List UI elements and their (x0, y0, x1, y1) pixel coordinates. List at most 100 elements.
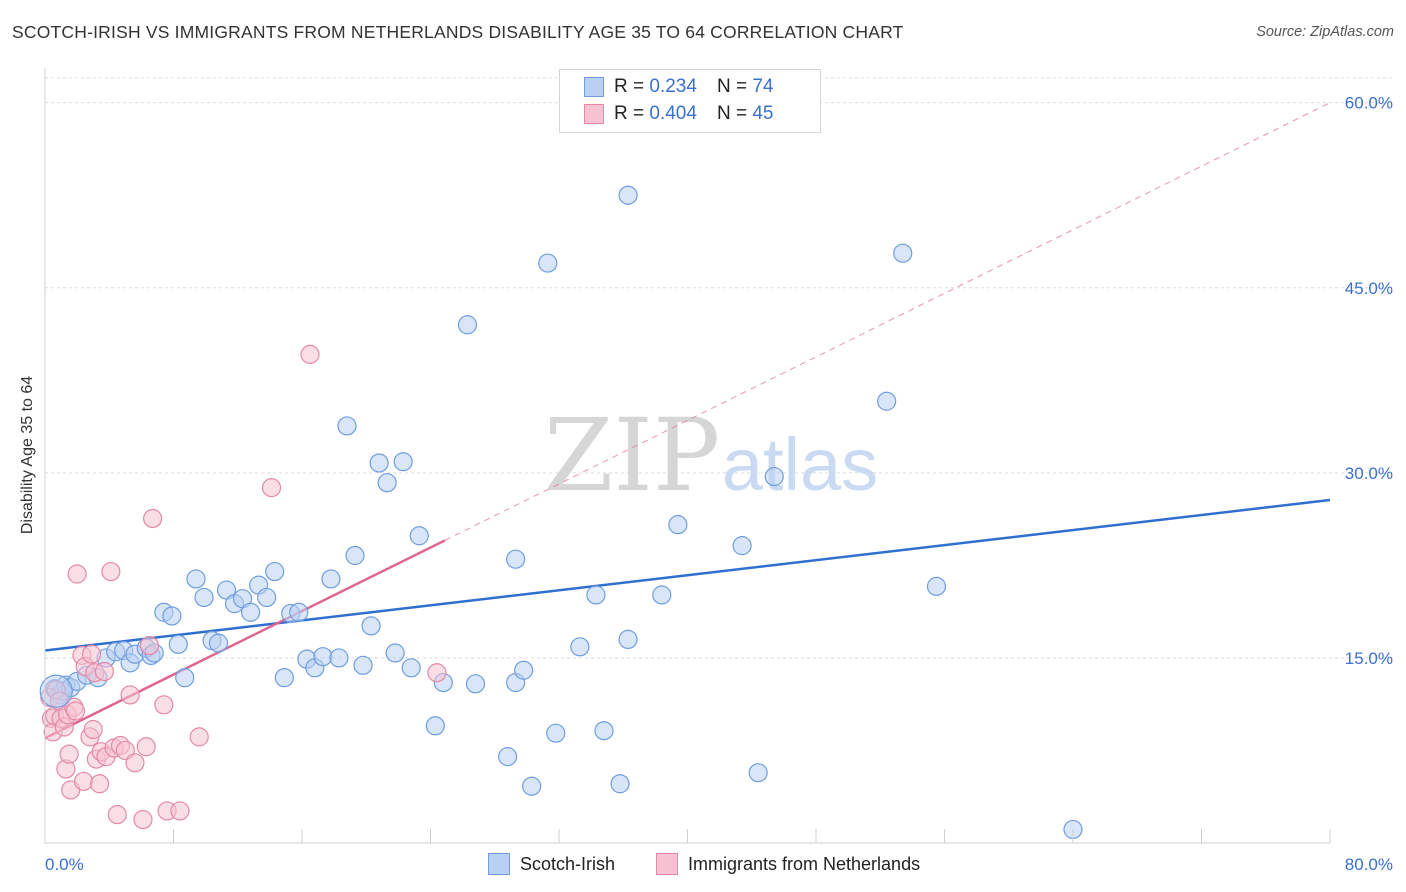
scotch-irish-point (361, 616, 381, 636)
scotch-irish-point (257, 587, 277, 608)
netherlands-point (107, 805, 127, 825)
scotch-irish-point (337, 416, 357, 436)
netherlands-point (81, 644, 102, 664)
scotch-irish-point (329, 648, 349, 668)
scotch-irish-point (289, 602, 309, 622)
scotch-irish-point (546, 723, 566, 743)
legend-swatch-blue (488, 853, 510, 875)
legend-item-netherlands: Immigrants from Netherlands (656, 853, 920, 875)
scotch-irish-point (570, 637, 590, 657)
blue-swatch (584, 77, 604, 97)
scotch-irish-point (425, 716, 445, 736)
scotch-irish-point (594, 721, 614, 741)
watermark-atlas: atlas (722, 423, 878, 506)
netherlands-point (427, 663, 447, 683)
scotch-irish-point (618, 629, 638, 650)
n-label: N = (716, 76, 748, 97)
scotch-irish-point (377, 473, 397, 493)
r-label: R = (614, 76, 645, 97)
netherlands-point (139, 635, 160, 656)
stats-row-netherlands: R = 0.404 N = 45 (584, 102, 773, 126)
netherlands-point (59, 744, 79, 764)
scotch-irish-trend-line (44, 498, 1331, 652)
scotch-irish-point (538, 253, 558, 273)
scotch-irish-point (893, 243, 913, 263)
netherlands-point (83, 719, 103, 740)
netherlands-point (67, 564, 87, 584)
legend-label: Scotch-Irish (520, 853, 616, 874)
r-label: R = (614, 103, 645, 124)
scotch-irish-point (321, 569, 341, 589)
scotch-irish-point (618, 185, 638, 205)
legend-item-scotch-irish: Scotch-Irish (488, 853, 615, 875)
scotch-irish-point (175, 668, 195, 688)
n-value: 74 (752, 76, 774, 97)
scotch-irish-point (652, 585, 672, 605)
stats-row-scotch-irish: R = 0.234 N = 74 (584, 75, 773, 99)
scotch-irish-point (345, 545, 365, 566)
scotch-irish-point (274, 668, 294, 688)
scotch-irish-point (162, 606, 182, 626)
x-tick-label: 0.0% (45, 855, 84, 874)
data-points (39, 185, 1083, 840)
scotch-irish-point (877, 391, 897, 411)
netherlands-trend-extension (444, 102, 1331, 541)
scotch-irish-point (668, 515, 688, 535)
scotch-irish-point (369, 453, 389, 473)
netherlands-point (73, 771, 94, 791)
watermark: ZIP atlas (544, 397, 878, 514)
netherlands-point (154, 695, 174, 715)
scotch-irish-point (586, 585, 606, 605)
scotch-irish-point (465, 674, 486, 694)
r-value: 0.404 (649, 103, 697, 124)
scotch-irish-point (353, 655, 373, 675)
pink-swatch (584, 104, 604, 124)
scotch-irish-cluster-point (39, 674, 73, 708)
axes: 15.0% 30.0% 45.0% 60.0% 0.0% 80.0% (44, 68, 1393, 874)
netherlands-point (136, 737, 156, 757)
scotch-irish-point (732, 536, 752, 556)
scotch-irish-point (748, 763, 768, 783)
scotch-irish-point (313, 647, 333, 667)
scotch-irish-point (514, 660, 534, 680)
trend-lines (44, 102, 1331, 740)
netherlands-point (189, 727, 209, 747)
legend-label: Immigrants from Netherlands (688, 853, 921, 874)
watermark-zip: ZIP (544, 397, 720, 514)
netherlands-point (133, 809, 153, 830)
legend-swatch-pink (656, 853, 678, 875)
y-tick-label: 15.0% (1345, 649, 1393, 668)
scotch-irish-point (764, 466, 784, 487)
scotch-irish-point (506, 549, 526, 569)
scotch-irish-point (926, 576, 947, 596)
chart-source: Source: ZipAtlas.com (1256, 24, 1394, 40)
netherlands-point (94, 661, 115, 682)
stats-box: R = 0.234 N = 74 R = 0.404 N = 45 (559, 69, 821, 133)
scotch-irish-point (168, 634, 188, 654)
scotch-irish-point (241, 602, 261, 622)
scotch-irish-point (194, 587, 214, 608)
chart-title: SCOTCH-IRISH VS IMMIGRANTS FROM NETHERLA… (12, 22, 904, 42)
scotch-irish-point (457, 315, 478, 335)
scotch-irish-point (393, 452, 413, 472)
scotch-irish-point (610, 774, 630, 794)
netherlands-point (120, 685, 140, 705)
netherlands-point (170, 801, 190, 821)
scotch-irish-point (208, 633, 229, 653)
r-value: 0.234 (649, 76, 697, 97)
scotch-irish-point (401, 658, 421, 678)
scotch-irish-point (186, 569, 206, 589)
scotch-irish-point (265, 561, 285, 582)
scotch-irish-point (385, 643, 405, 663)
netherlands-point (101, 561, 121, 582)
n-value: 45 (752, 103, 774, 124)
x-tick-label: 80.0% (1345, 855, 1393, 874)
n-label: N = (716, 103, 748, 124)
netherlands-point (143, 508, 163, 529)
netherlands-trend-line (44, 539, 446, 740)
netherlands-point (261, 478, 282, 498)
netherlands-point (90, 774, 110, 794)
scotch-irish-point (498, 747, 518, 767)
netherlands-point (300, 344, 320, 364)
